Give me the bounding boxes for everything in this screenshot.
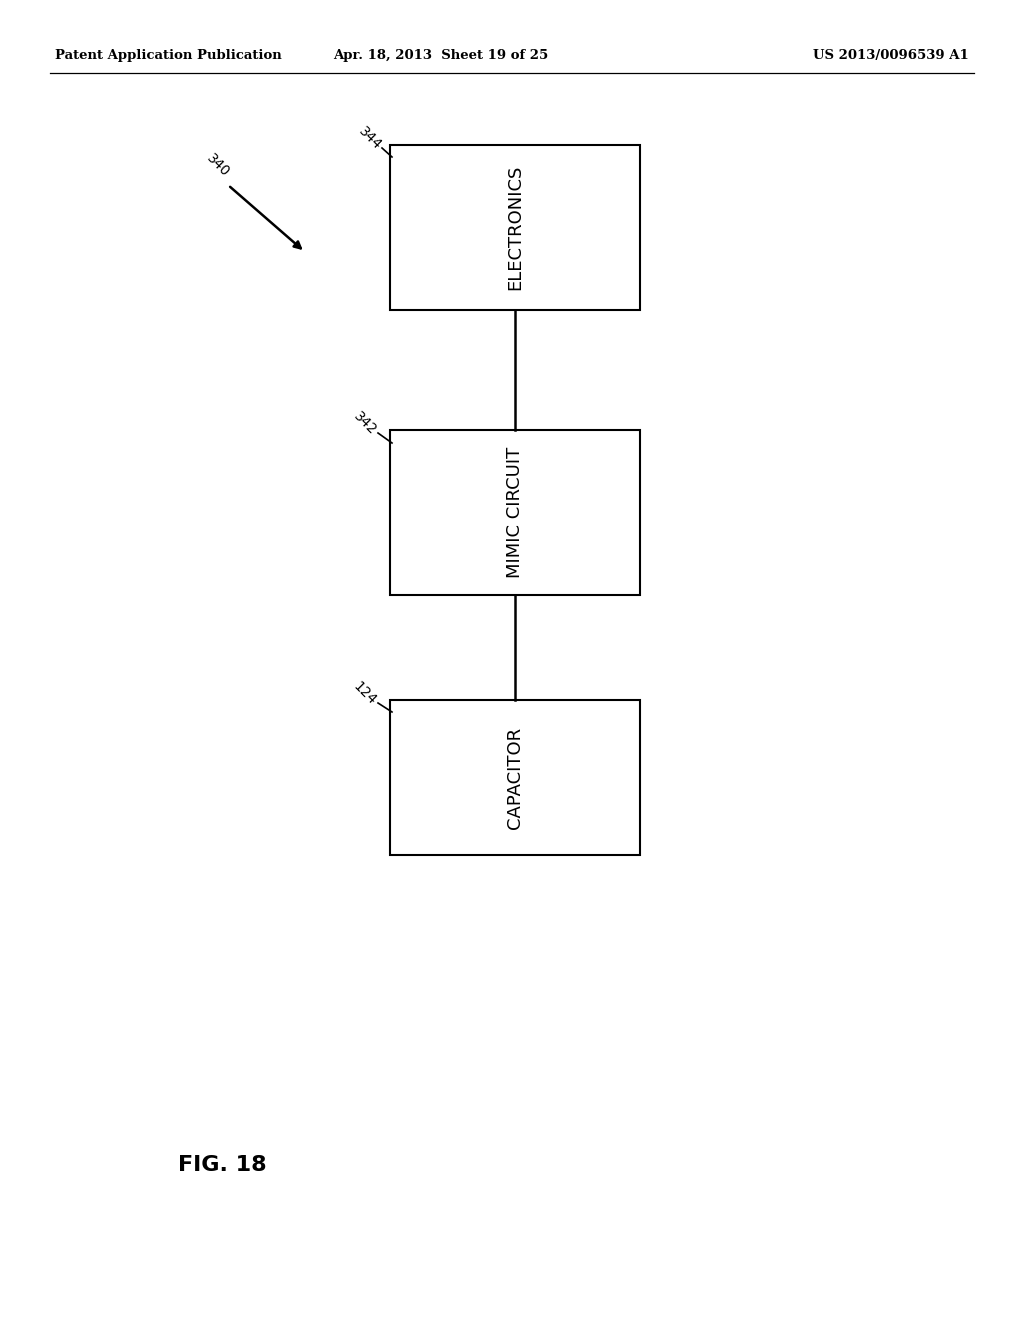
Bar [390,145,640,310]
Bar [390,430,640,595]
Text: US 2013/0096539 A1: US 2013/0096539 A1 [813,49,969,62]
Text: Patent Application Publication: Patent Application Publication [55,49,282,62]
Bar [390,700,640,855]
Text: MIMIC CIRCUIT: MIMIC CIRCUIT [506,447,524,578]
Text: FIG. 18: FIG. 18 [178,1155,266,1175]
Text: 124: 124 [351,678,379,708]
Text: Apr. 18, 2013  Sheet 19 of 25: Apr. 18, 2013 Sheet 19 of 25 [333,49,548,62]
Text: CAPACITOR: CAPACITOR [506,726,524,829]
Text: ELECTRONICS: ELECTRONICS [506,165,524,290]
Text: 340: 340 [204,150,232,180]
Text: 344: 344 [355,124,384,152]
Text: 342: 342 [351,409,379,437]
